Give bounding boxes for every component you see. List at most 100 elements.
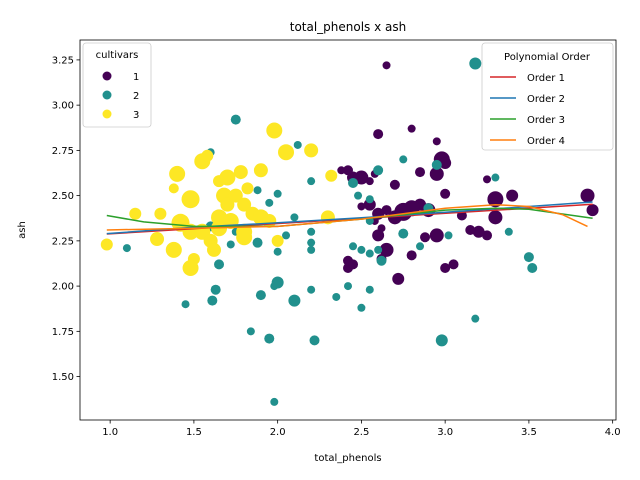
scatter-point-cultivar-3 — [169, 165, 186, 182]
x-tick-label: 4.0 — [605, 427, 621, 438]
scatter-point-cultivar-1 — [372, 229, 385, 242]
scatter-point-cultivar-2 — [471, 314, 480, 323]
scatter-point-cultivar-2 — [523, 252, 534, 263]
scatter-point-cultivar-2 — [444, 231, 453, 240]
scatter-point-cultivar-2 — [265, 198, 274, 207]
scatter-point-cultivar-1 — [389, 179, 400, 190]
scatter-point-cultivar-2 — [357, 303, 366, 312]
scatter-point-cultivar-2 — [354, 191, 363, 200]
legend-marker-2 — [102, 90, 112, 100]
scatter-point-cultivar-2 — [365, 249, 374, 258]
scatter-point-cultivar-2 — [344, 282, 352, 291]
scatter-point-cultivar-3 — [304, 143, 319, 158]
scatter-point-cultivar-1 — [439, 157, 452, 170]
scatter-point-cultivar-1 — [348, 259, 359, 270]
scatter-point-cultivar-1 — [429, 228, 444, 243]
scatter-point-cultivar-1 — [420, 232, 431, 243]
scatter-point-cultivar-2 — [307, 238, 316, 247]
x-tick-label: 3.0 — [437, 427, 453, 438]
legend-label-3: 3 — [133, 110, 139, 121]
fit-lines-layer — [106, 201, 593, 235]
x-tick-label: 2.0 — [270, 427, 286, 438]
scatter-point-cultivar-2 — [264, 333, 275, 344]
scatter-point-cultivar-3 — [253, 163, 268, 178]
legend-marker-3 — [102, 109, 112, 119]
scatter-point-cultivar-1 — [406, 250, 417, 261]
scatter-point-cultivar-3 — [219, 169, 236, 186]
scatter-point-cultivar-2 — [288, 294, 301, 307]
scatter-point-cultivar-2 — [214, 259, 225, 270]
scatter-point-cultivar-2 — [255, 290, 266, 301]
scatter-point-cultivar-3 — [228, 188, 243, 203]
x-tick-label: 1.0 — [102, 427, 118, 438]
scatter-point-cultivar-2 — [246, 327, 255, 336]
y-tick-label: 1.50 — [52, 372, 74, 383]
scatter-point-cultivar-1 — [392, 272, 405, 285]
x-axis-label: total_phenols — [314, 453, 381, 464]
scatter-point-cultivar-3 — [182, 260, 199, 276]
scatter-point-cultivar-1 — [357, 202, 366, 211]
scatter-point-cultivar-3 — [236, 229, 253, 246]
scatter-point-cultivar-1 — [343, 165, 353, 176]
scatter-point-cultivar-3 — [237, 197, 252, 212]
legend-label-order-4: Order 4 — [527, 136, 565, 147]
scatter-point-cultivar-3 — [150, 232, 165, 247]
scatter-point-cultivar-2 — [307, 285, 316, 294]
scatter-point-cultivar-2 — [271, 276, 284, 289]
scatter-point-cultivar-2 — [307, 177, 316, 186]
scatter-point-cultivar-3 — [181, 190, 200, 209]
scatter-point-cultivar-2 — [230, 114, 241, 125]
scatter-point-cultivar-2 — [373, 165, 384, 176]
scatter-point-cultivar-3 — [241, 182, 254, 195]
x-tick-label: 3.5 — [521, 427, 537, 438]
scatter-point-cultivar-2 — [365, 195, 374, 204]
scatter-point-cultivar-1 — [354, 170, 369, 185]
points-layer — [100, 57, 599, 406]
legend-label-order-1: Order 1 — [527, 73, 565, 84]
legend-label-2: 2 — [133, 91, 139, 102]
scatter-point-cultivar-3 — [168, 183, 179, 194]
polynomial-order-legend: Polynomial Order Order 1 Order 2 Order 3… — [481, 42, 614, 151]
cultivars-legend-box — [82, 42, 152, 128]
scatter-point-cultivar-1 — [365, 177, 374, 186]
scatter-point-cultivar-2 — [374, 245, 383, 254]
scatter-point-cultivar-1 — [432, 137, 441, 146]
scatter-point-cultivar-2 — [270, 397, 279, 406]
scatter-point-cultivar-3 — [100, 238, 113, 251]
scatter-point-cultivar-2 — [469, 57, 482, 70]
legend-marker-1 — [102, 71, 112, 81]
scatter-point-cultivar-1 — [465, 225, 476, 235]
scatter-point-cultivar-2 — [307, 245, 316, 254]
scatter-point-cultivar-3 — [207, 242, 221, 257]
scatter-point-cultivar-2 — [491, 173, 500, 182]
scatter-point-cultivar-2 — [207, 295, 218, 306]
scatter-point-cultivar-1 — [415, 167, 426, 178]
scatter-point-cultivar-2 — [309, 335, 320, 346]
scatter-point-cultivar-1 — [506, 189, 519, 202]
scatter-point-cultivar-1 — [440, 263, 451, 273]
scatter-point-cultivar-1 — [429, 166, 444, 181]
y-tick-label: 1.75 — [52, 327, 74, 338]
scatter-point-cultivar-1 — [382, 61, 391, 70]
scatter-point-cultivar-1 — [586, 204, 599, 217]
scatter-point-cultivar-1 — [440, 188, 451, 199]
scatter-point-cultivar-1 — [580, 188, 595, 203]
scatter-point-cultivar-2 — [210, 284, 221, 295]
scatter-point-cultivar-2 — [376, 255, 387, 266]
y-axis-label: ash — [17, 221, 28, 239]
legend-label-1: 1 — [133, 72, 139, 83]
scatter-point-cultivar-2 — [282, 231, 291, 240]
scatter-point-cultivar-1 — [407, 124, 416, 133]
y-axis: 1.50 1.75 2.00 2.25 2.50 2.75 3.00 3.25 — [52, 55, 80, 383]
scatter-point-cultivar-1 — [379, 242, 394, 257]
scatter-point-cultivar-2 — [307, 227, 316, 236]
cultivars-legend: cultivars 1 2 3 — [82, 42, 152, 128]
polynomial-legend-box — [481, 42, 614, 151]
scatter-point-cultivar-2 — [273, 189, 282, 198]
scatter-point-cultivar-2 — [399, 155, 408, 164]
y-tick-label: 3.00 — [52, 101, 74, 112]
scatter-point-cultivar-3 — [201, 149, 214, 162]
y-tick-label: 2.00 — [52, 282, 74, 293]
scatter-point-cultivar-2 — [122, 244, 131, 253]
